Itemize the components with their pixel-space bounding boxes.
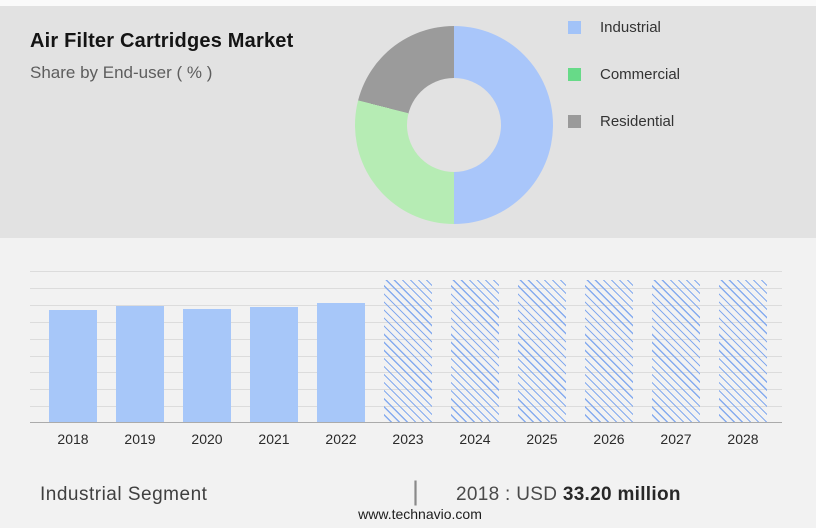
axis-label-2028: 2028 — [727, 431, 759, 447]
bar-chart: 2018 2019 2020 2021 2022 2023 2024 2025 2026 2027… — [30, 271, 782, 447]
donut-section: Air Filter Cartridges Market Share by En… — [0, 6, 816, 238]
bar-2018 — [49, 309, 97, 422]
axis-label-2023: 2023 — [392, 431, 424, 447]
header: Air Filter Cartridges Market Share by En… — [30, 30, 293, 83]
axis-label-2020: 2020 — [191, 431, 223, 447]
axis-label-2026: 2026 — [593, 431, 625, 447]
gridline — [30, 271, 782, 272]
bar-2020 — [183, 309, 231, 422]
axis-label-2024: 2024 — [459, 431, 491, 447]
divider: | — [412, 476, 420, 506]
axis-label-2027: 2027 — [660, 431, 692, 447]
donut-legend: Industrial Commercial Residential — [568, 14, 680, 155]
axis-label-2021: 2021 — [258, 431, 290, 447]
page-title: Air Filter Cartridges Market — [30, 30, 294, 52]
donut-hole — [407, 78, 501, 172]
value-prefix: 2018 : USD — [456, 484, 558, 505]
value-bold: 33.20 million — [562, 484, 681, 505]
bar-section: 2018 2019 2020 2021 2022 2023 2024 2025 2026 2027… — [0, 238, 816, 528]
donut-chart — [355, 26, 553, 224]
legend-swatch-commercial — [568, 67, 581, 81]
legend-swatch-residential — [568, 114, 581, 128]
legend-label-commercial: Commercial — [600, 65, 681, 83]
legend-label-industrial: Industrial — [600, 18, 661, 36]
website-url: www.technavio.com — [358, 506, 482, 522]
forecast-bar-2026 — [585, 280, 633, 422]
forecast-bar-2027 — [652, 280, 700, 422]
legend-label-residential: Residential — [600, 112, 675, 130]
forecast-bar-2023 — [384, 280, 432, 422]
axis-label-2019: 2019 — [124, 431, 156, 447]
forecast-bar-2024 — [451, 280, 499, 422]
legend-item-residential: Residential — [568, 108, 680, 134]
legend-item-commercial: Commercial — [568, 61, 680, 87]
segment-label: Industrial Segment — [40, 484, 208, 505]
forecast-bar-2025 — [518, 280, 566, 422]
legend-item-industrial: Industrial — [568, 14, 680, 40]
value-annotation: 2018 : USD 33.20 million — [456, 484, 681, 506]
page-subtitle: Share by End-user ( % ) — [30, 63, 213, 82]
bar-2022 — [317, 302, 365, 422]
axis-label-2022: 2022 — [325, 431, 357, 447]
bar-2021 — [250, 306, 298, 422]
axis-label-2018: 2018 — [57, 431, 89, 447]
axis-label-2025: 2025 — [526, 431, 558, 447]
x-axis-line — [30, 422, 782, 423]
legend-swatch-industrial — [568, 20, 581, 34]
bar-2019 — [116, 306, 164, 422]
forecast-bar-2028 — [719, 280, 767, 422]
